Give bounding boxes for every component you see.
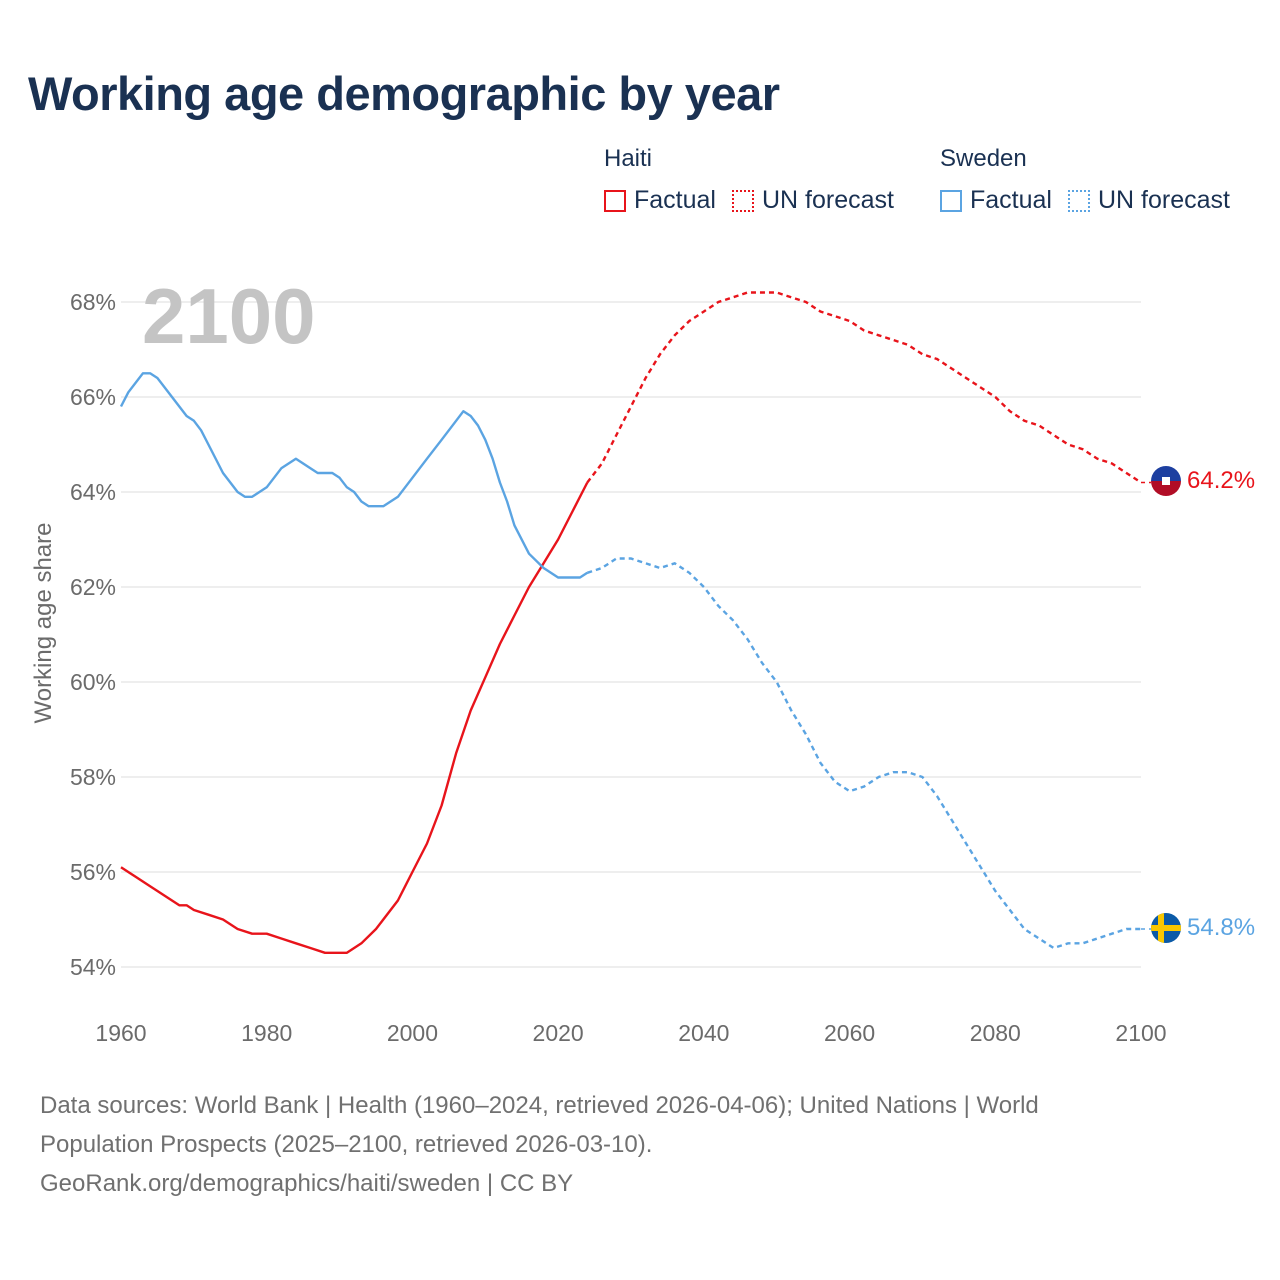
legend-haiti: Haiti Factual UN forecast [604, 144, 910, 215]
y-axis-ticks: 54% 56% 58% 60% 62% 64% 66% 68% [70, 289, 116, 980]
year-label: 2100 [142, 272, 316, 360]
sources-line-3[interactable]: GeoRank.org/demographics/haiti/sweden | … [40, 1170, 574, 1197]
y-tick-label: 54% [70, 954, 116, 980]
y-axis-label: Working age share [30, 523, 57, 724]
series-lines [119, 291, 1151, 954]
sources-line-1: Data sources: World Bank | Health (1960–… [40, 1092, 1039, 1119]
y-tick-label: 62% [70, 574, 116, 600]
x-tick-label: 2080 [970, 1020, 1021, 1046]
legend-sweden-forecast[interactable]: UN forecast [1067, 186, 1230, 215]
sweden-end-label: 54.8% [1187, 914, 1255, 941]
haiti-flag-icon [1151, 466, 1181, 496]
sources-line-2: Population Prospects (2025–2100, retriev… [40, 1131, 653, 1158]
forecast-swatch-icon [1067, 189, 1090, 212]
legend-sweden: Sweden Factual UN forecast [940, 144, 1246, 215]
x-tick-label: 2100 [1115, 1020, 1166, 1046]
legend-label: UN forecast [1097, 186, 1230, 214]
legend-haiti-name: Haiti [604, 145, 653, 172]
y-tick-label: 60% [70, 669, 116, 695]
legend-sweden-factual[interactable]: Factual [940, 186, 1052, 215]
x-tick-label: 2040 [678, 1020, 729, 1046]
haiti-factual-line[interactable] [120, 481, 589, 954]
grid-lines [121, 301, 1141, 968]
haiti-forecast-line[interactable] [586, 291, 1142, 484]
legend-sweden-name: Sweden [940, 145, 1027, 172]
x-axis-ticks: 1960 1980 2000 2020 2040 2060 2080 2100 [95, 1020, 1166, 1046]
legend-haiti-forecast[interactable]: UN forecast [731, 186, 894, 215]
chart-title: Working age demographic by year [28, 67, 780, 120]
legend-label: Factual [634, 186, 716, 214]
sweden-flag-icon [1151, 913, 1181, 943]
legend-label: UN forecast [761, 186, 894, 214]
legend-haiti-factual[interactable]: Factual [604, 186, 716, 215]
y-tick-label: 64% [70, 479, 116, 505]
x-tick-label: 1980 [241, 1020, 292, 1046]
y-tick-label: 58% [70, 764, 116, 790]
x-tick-label: 1960 [95, 1020, 146, 1046]
y-tick-label: 66% [70, 384, 116, 410]
factual-swatch-icon [940, 189, 962, 212]
haiti-end-label: 64.2% [1187, 467, 1255, 494]
x-tick-label: 2000 [387, 1020, 438, 1046]
data-sources: Data sources: World Bank | Health (1960–… [40, 1086, 1240, 1203]
y-tick-label: 56% [70, 859, 116, 885]
sweden-factual-line[interactable] [119, 372, 588, 579]
y-tick-label: 68% [70, 289, 116, 315]
forecast-swatch-icon [731, 189, 754, 212]
legend-label: Factual [970, 186, 1052, 214]
x-tick-label: 2060 [824, 1020, 875, 1046]
factual-swatch-icon [604, 189, 626, 212]
x-tick-label: 2020 [533, 1020, 584, 1046]
sweden-forecast-line[interactable] [586, 557, 1141, 950]
